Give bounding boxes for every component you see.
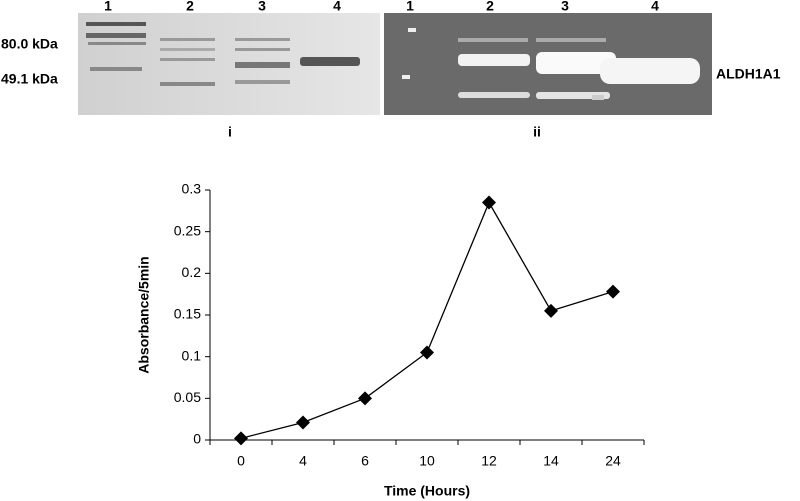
lane-label: 1 <box>406 0 414 14</box>
y-tick-label: 0.25 <box>174 222 201 238</box>
marker-label: 49.1 kDa <box>1 71 58 87</box>
lane-label: 4 <box>651 0 659 14</box>
marker <box>544 303 558 318</box>
marker <box>606 284 620 299</box>
x-axis-label: Time (Hours) <box>384 483 470 499</box>
marker <box>420 345 434 360</box>
y-tick-label: 0.05 <box>174 389 201 405</box>
x-tick-label: 6 <box>361 453 369 469</box>
x-tick-label: 14 <box>543 453 559 469</box>
y-tick-label: 0 <box>193 431 201 447</box>
y-tick-label: 0.15 <box>174 306 201 322</box>
marker <box>358 391 372 406</box>
line <box>240 201 614 439</box>
x-tick-label: 12 <box>481 453 497 469</box>
gel-i <box>78 13 380 115</box>
panel-label: i <box>228 124 232 140</box>
lane-label: 1 <box>104 0 112 14</box>
lane-label: 2 <box>486 0 494 14</box>
lane-label: 2 <box>186 0 194 14</box>
band-label: ALDH1A1 <box>716 66 781 82</box>
marker <box>296 415 310 430</box>
lane-label: 3 <box>258 0 266 14</box>
y-tick-label: 0.3 <box>182 181 202 197</box>
x-tick-label: 4 <box>299 453 307 469</box>
y-axis-label: Absorbance/5min <box>136 256 152 373</box>
y-tick-label: 0.1 <box>182 347 202 363</box>
lane-label: 4 <box>333 0 341 14</box>
y-tick-label: 0.2 <box>182 264 202 280</box>
marker <box>234 431 248 446</box>
marker-label: 80.0 kDa <box>1 36 58 52</box>
panel-label: ii <box>533 124 541 140</box>
gel-ii <box>384 13 712 115</box>
lane-label: 3 <box>561 0 569 14</box>
x-tick-label: 24 <box>605 453 621 469</box>
x-tick-label: 10 <box>419 453 435 469</box>
marker <box>482 195 496 210</box>
x-tick-label: 0 <box>237 453 245 469</box>
